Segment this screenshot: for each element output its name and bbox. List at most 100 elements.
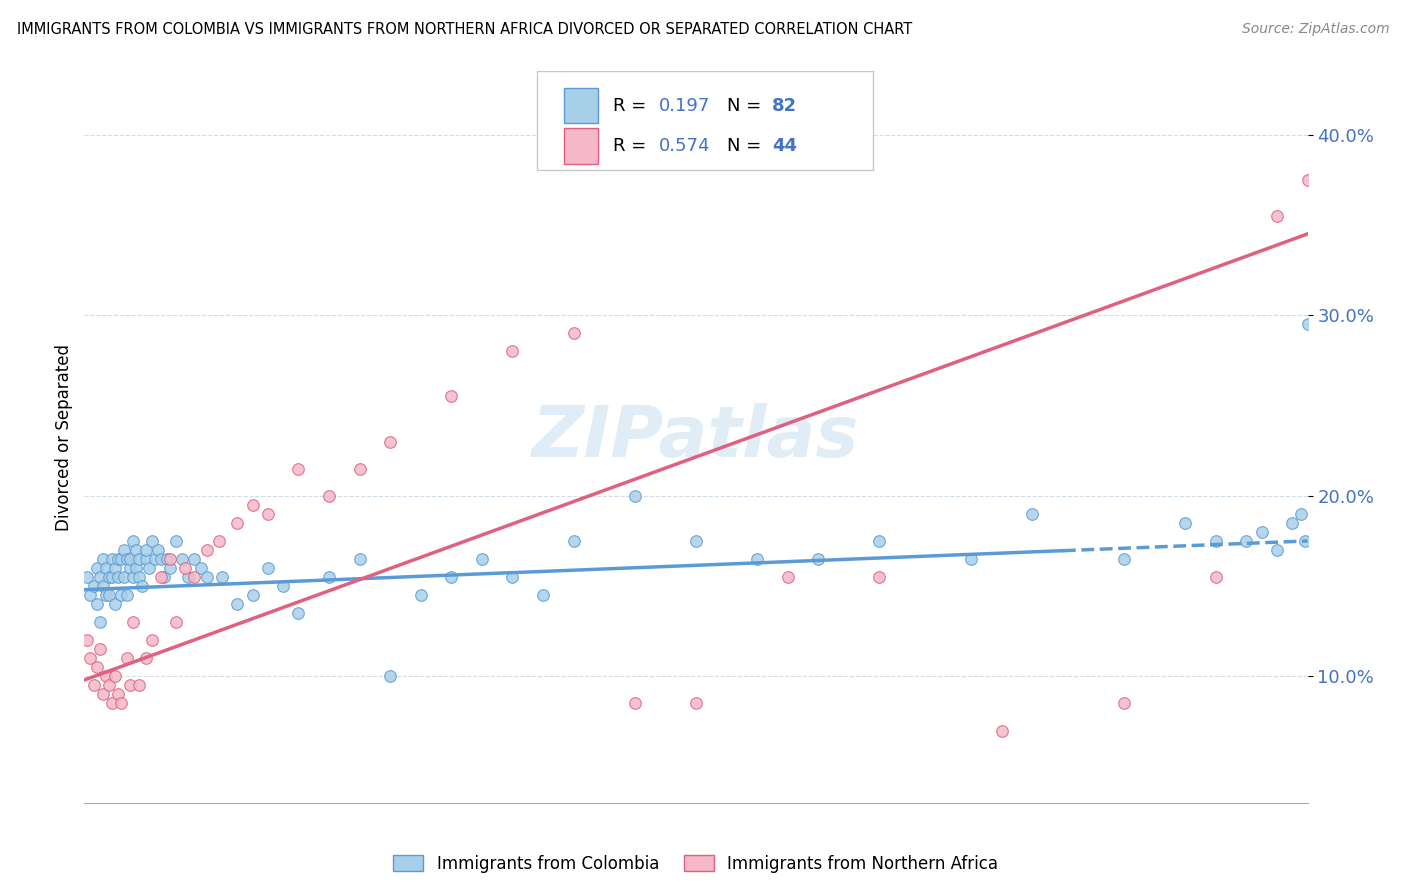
Text: IMMIGRANTS FROM COLOMBIA VS IMMIGRANTS FROM NORTHERN AFRICA DIVORCED OR SEPARATE: IMMIGRANTS FROM COLOMBIA VS IMMIGRANTS F… — [17, 22, 912, 37]
Point — [120, 561, 142, 575]
Point — [131, 579, 153, 593]
Point — [960, 552, 983, 566]
Legend: Immigrants from Colombia, Immigrants from Northern Africa: Immigrants from Colombia, Immigrants fro… — [394, 855, 998, 873]
Point — [190, 561, 212, 575]
Point — [159, 552, 181, 566]
Point — [94, 588, 117, 602]
Point — [991, 723, 1014, 738]
Point — [149, 552, 172, 566]
Point — [226, 516, 249, 530]
Point — [257, 561, 280, 575]
Point — [86, 660, 108, 674]
Point — [128, 678, 150, 692]
Point — [1205, 570, 1227, 584]
Point — [107, 552, 129, 566]
Point — [1291, 507, 1313, 521]
Point — [76, 633, 98, 648]
Point — [112, 543, 135, 558]
Point — [156, 552, 179, 566]
Point — [1296, 172, 1319, 186]
Point — [409, 588, 432, 602]
Point — [177, 570, 200, 584]
Point — [1265, 209, 1288, 223]
Text: 82: 82 — [772, 96, 797, 114]
Point — [1281, 516, 1303, 530]
Point — [183, 570, 205, 584]
Point — [128, 552, 150, 566]
Point — [1205, 533, 1227, 548]
Point — [107, 570, 129, 584]
Point — [807, 552, 830, 566]
Point — [104, 597, 127, 611]
Point — [83, 579, 105, 593]
Point — [122, 615, 145, 630]
Point — [211, 570, 233, 584]
Point — [502, 570, 524, 584]
Point — [1236, 533, 1258, 548]
Point — [97, 570, 120, 584]
Text: ZIPatlas: ZIPatlas — [533, 402, 859, 472]
Point — [91, 579, 114, 593]
Point — [287, 606, 309, 620]
Point — [110, 697, 132, 711]
Point — [104, 561, 127, 575]
Point — [471, 552, 494, 566]
Point — [97, 678, 120, 692]
Point — [86, 597, 108, 611]
Text: 44: 44 — [772, 137, 797, 155]
Point — [97, 588, 120, 602]
Point — [101, 697, 124, 711]
Point — [101, 552, 124, 566]
Point — [153, 570, 176, 584]
Point — [195, 543, 218, 558]
Point — [149, 570, 172, 584]
Point — [1265, 543, 1288, 558]
Point — [110, 552, 132, 566]
Point — [141, 633, 163, 648]
Point — [122, 570, 145, 584]
Text: 0.197: 0.197 — [659, 96, 710, 114]
Point — [83, 678, 105, 692]
Point — [120, 552, 142, 566]
Point — [115, 651, 138, 665]
Point — [89, 615, 111, 630]
Point — [110, 588, 132, 602]
Point — [120, 678, 142, 692]
Point — [135, 651, 157, 665]
Point — [128, 570, 150, 584]
Point — [1294, 533, 1316, 548]
Point — [86, 561, 108, 575]
Point — [76, 570, 98, 584]
Point — [869, 533, 891, 548]
Point — [208, 533, 231, 548]
Point — [685, 697, 707, 711]
FancyBboxPatch shape — [564, 88, 598, 123]
Point — [624, 489, 647, 503]
Point — [776, 570, 799, 584]
Point — [159, 561, 181, 575]
Point — [271, 579, 294, 593]
Point — [1174, 516, 1197, 530]
Point — [174, 561, 197, 575]
Point — [79, 588, 101, 602]
Point — [242, 588, 264, 602]
Text: Source: ZipAtlas.com: Source: ZipAtlas.com — [1241, 22, 1389, 37]
Point — [138, 561, 160, 575]
Text: N =: N = — [727, 96, 766, 114]
Point — [89, 570, 111, 584]
Point — [101, 570, 124, 584]
Point — [195, 570, 218, 584]
Point — [89, 642, 111, 657]
Point — [685, 533, 707, 548]
Y-axis label: Divorced or Separated: Divorced or Separated — [55, 343, 73, 531]
Point — [502, 344, 524, 359]
Point — [747, 552, 769, 566]
Point — [125, 543, 148, 558]
Point — [94, 669, 117, 683]
Point — [257, 507, 280, 521]
Point — [1296, 317, 1319, 331]
Point — [531, 588, 554, 602]
Point — [141, 533, 163, 548]
Text: N =: N = — [727, 137, 766, 155]
Point — [380, 669, 402, 683]
